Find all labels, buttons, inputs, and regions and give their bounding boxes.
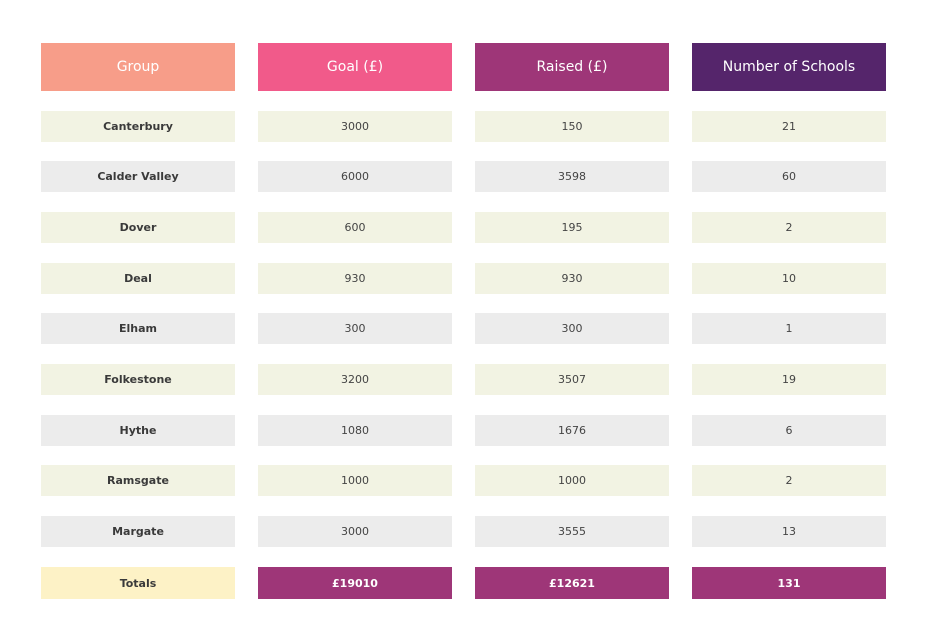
cell-number-of-schools: 21	[692, 111, 886, 142]
cell-goal: 1080	[258, 415, 452, 446]
cell-raised: 1000	[475, 465, 669, 496]
cell-number-of-schools: 2	[692, 465, 886, 496]
cell-group: Folkestone	[41, 364, 235, 395]
cell-goal: 300	[258, 313, 452, 344]
cell-raised: 930	[475, 263, 669, 294]
cell-raised: 195	[475, 212, 669, 243]
cell-goal: 6000	[258, 161, 452, 192]
cell-group: Dover	[41, 212, 235, 243]
cell-goal: 1000	[258, 465, 452, 496]
cell-goal: 3000	[258, 516, 452, 547]
cell-goal: 3000	[258, 111, 452, 142]
cell-group: Calder Valley	[41, 161, 235, 192]
totals-goal: £19010	[258, 567, 452, 599]
cell-raised: 3555	[475, 516, 669, 547]
cell-group: Hythe	[41, 415, 235, 446]
cell-group: Ramsgate	[41, 465, 235, 496]
cell-number-of-schools: 1	[692, 313, 886, 344]
cell-raised: 3507	[475, 364, 669, 395]
cell-number-of-schools: 19	[692, 364, 886, 395]
cell-goal: 930	[258, 263, 452, 294]
header-number-of-schools: Number of Schools	[692, 43, 886, 91]
cell-number-of-schools: 60	[692, 161, 886, 192]
header-goal: Goal (£)	[258, 43, 452, 91]
header-raised: Raised (£)	[475, 43, 669, 91]
totals-raised: £12621	[475, 567, 669, 599]
cell-goal: 600	[258, 212, 452, 243]
header-group: Group	[41, 43, 235, 91]
cell-raised: 150	[475, 111, 669, 142]
cell-number-of-schools: 10	[692, 263, 886, 294]
cell-group: Canterbury	[41, 111, 235, 142]
cell-raised: 3598	[475, 161, 669, 192]
cell-raised: 1676	[475, 415, 669, 446]
cell-group: Elham	[41, 313, 235, 344]
cell-raised: 300	[475, 313, 669, 344]
cell-number-of-schools: 2	[692, 212, 886, 243]
cell-group: Deal	[41, 263, 235, 294]
cell-goal: 3200	[258, 364, 452, 395]
cell-number-of-schools: 6	[692, 415, 886, 446]
cell-group: Margate	[41, 516, 235, 547]
cell-number-of-schools: 13	[692, 516, 886, 547]
totals-number-of-schools: 131	[692, 567, 886, 599]
totals-label: Totals	[41, 567, 235, 599]
